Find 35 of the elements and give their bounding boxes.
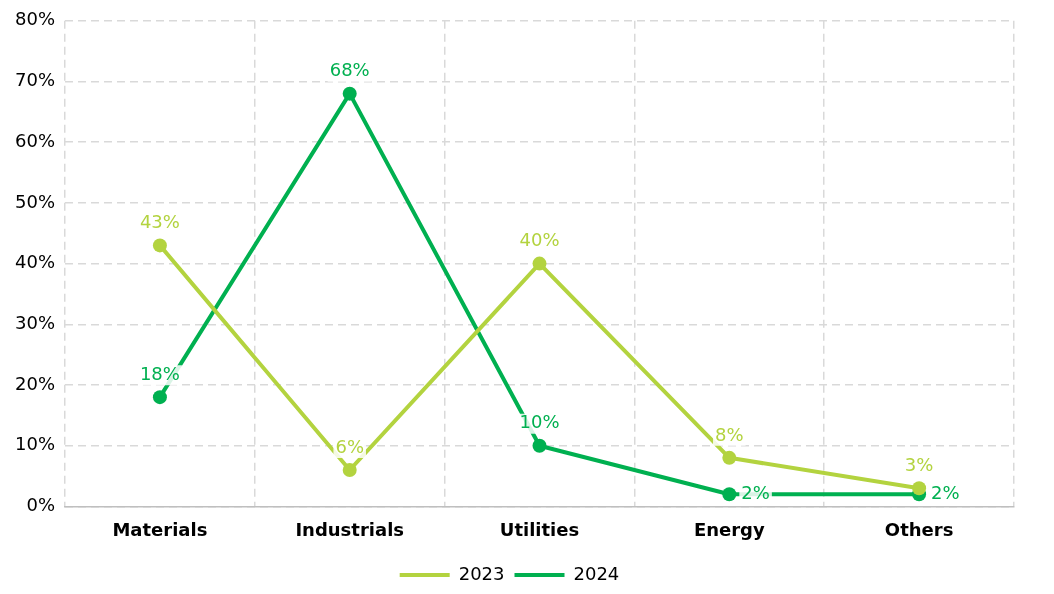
- data-label: 3%: [904, 453, 934, 475]
- data-label: 2%: [741, 481, 770, 503]
- point: [152, 390, 167, 405]
- point: [912, 481, 927, 496]
- point: [722, 450, 737, 465]
- y-tick-label: 50%: [14, 190, 56, 212]
- legend-label: 2024: [573, 562, 620, 584]
- y-tick-label: 0%: [26, 494, 56, 516]
- y-tick-label: 30%: [14, 311, 56, 333]
- y-tick-label: 10%: [14, 433, 56, 455]
- data-label: 2%: [931, 481, 960, 503]
- data-label: 40%: [519, 229, 560, 251]
- x-tick-label: Energy: [693, 518, 765, 540]
- point: [722, 487, 737, 502]
- data-label: 18%: [139, 362, 180, 384]
- data-label: 68%: [329, 59, 370, 81]
- x-tick-label: Materials: [112, 518, 208, 540]
- point: [152, 238, 167, 253]
- legend-label: 2023: [458, 562, 505, 584]
- data-label: 43%: [139, 211, 180, 233]
- x-tick-label: Others: [884, 518, 954, 540]
- point: [532, 438, 547, 453]
- y-tick-label: 60%: [14, 129, 56, 151]
- point: [342, 462, 357, 477]
- data-label: 8%: [715, 423, 744, 445]
- data-label: 10%: [519, 411, 560, 433]
- data-label: 6%: [335, 435, 364, 457]
- x-tick-label: Industrials: [295, 518, 405, 540]
- point: [342, 86, 357, 101]
- y-tick-label: 40%: [14, 251, 56, 273]
- y-tick-label: 80%: [14, 8, 56, 30]
- y-tick-label: 20%: [14, 372, 56, 394]
- y-tick-label: 70%: [14, 69, 56, 91]
- point: [532, 256, 547, 271]
- x-tick-label: Utilities: [499, 518, 580, 540]
